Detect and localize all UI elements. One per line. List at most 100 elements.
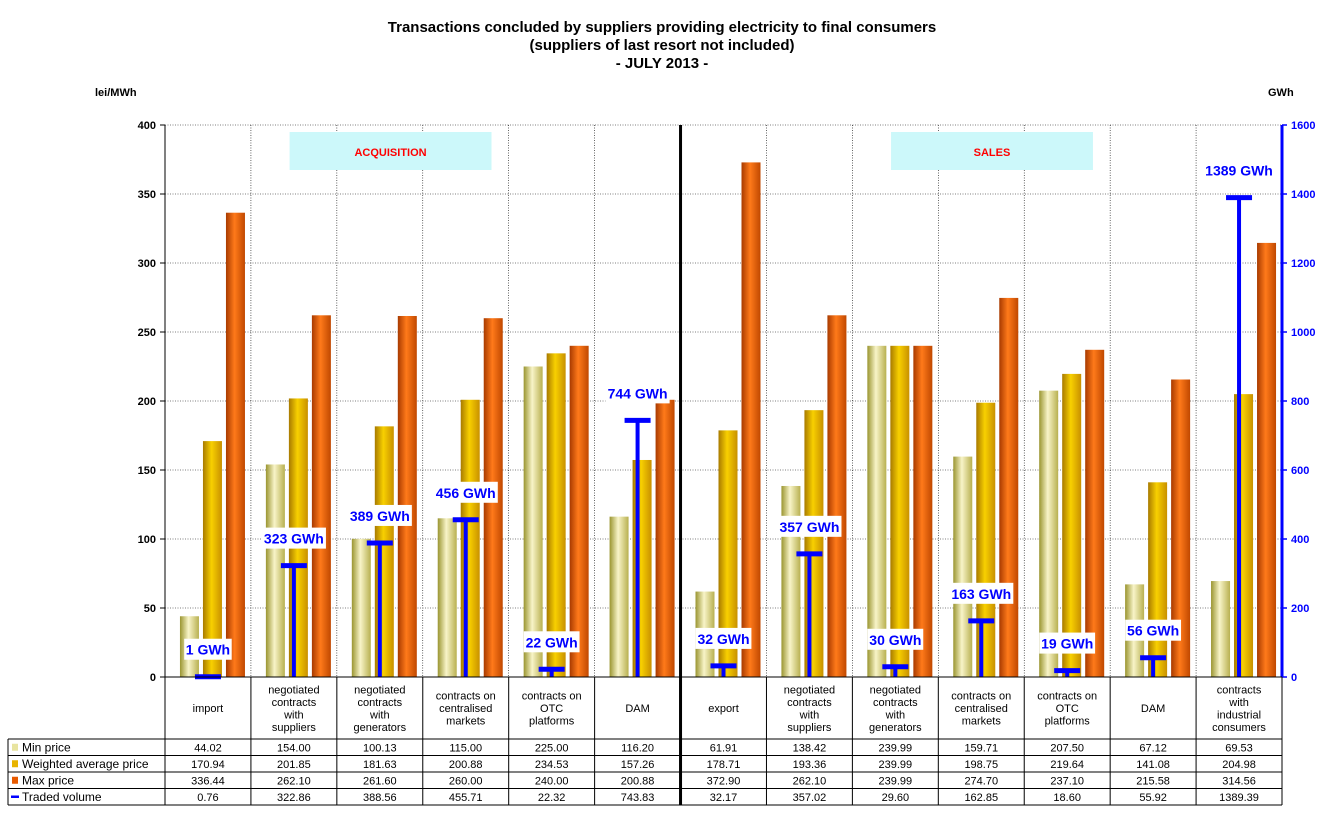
y-left-tick-label: 150 [138,465,156,477]
y-left-tick-label: 200 [138,396,156,408]
category-label: export [708,703,739,715]
category-label: DAM [1141,703,1165,715]
bar-min-price [351,538,371,677]
category-label: suppliers [272,722,317,734]
category-label: consumers [1212,722,1266,734]
legend-label: Weighted average price [22,757,149,771]
volume-label: 323 GWh [264,531,324,547]
volume-label: 389 GWh [350,508,410,524]
volume-label: 1 GWh [186,642,230,658]
category-label: negotiated [870,684,921,696]
volume-label: 163 GWh [951,586,1011,602]
volume-label: 22 GWh [526,634,578,650]
section-box [891,132,1093,170]
y-left-tick-label: 50 [144,603,156,615]
category-label: centralised [955,703,1008,715]
volume-label-bg [1039,632,1096,654]
table-cell: 159.71 [964,742,998,754]
y-left-tick-label: 100 [138,534,156,546]
bar-weighted-average-price [546,353,566,677]
table-cell: 239.99 [879,742,913,754]
chart-title-line-1: Transactions concluded by suppliers prov… [388,19,936,36]
table-cell: 455.71 [449,792,483,804]
table-cell: 181.63 [363,759,397,771]
table-cell: 357.02 [793,792,827,804]
legend-label: Traded volume [22,790,102,804]
bar-min-price [437,518,457,677]
category-label: contracts [272,697,317,709]
volume-label: 1389 GWh [1205,163,1273,179]
table-cell: 200.88 [621,775,655,787]
category-label: with [1228,697,1249,709]
bar-max-price [741,162,761,677]
table-cell: 22.32 [538,792,566,804]
category-label: industrial [1217,709,1261,721]
table-cell: 198.75 [964,759,998,771]
bar-max-price [1171,379,1191,677]
y-right-tick-label: 200 [1291,603,1309,615]
table-cell: 116.20 [621,742,654,754]
table-cell: 261.60 [363,775,397,787]
bar-max-price [1257,242,1277,677]
bar-weighted-average-price [374,426,394,677]
table-cell: 1389.39 [1219,792,1259,804]
table-cell: 219.64 [1050,759,1084,771]
table-cell: 61.91 [710,742,738,754]
volume-label-bg [695,627,752,649]
volume-label: 32 GWh [697,631,749,647]
category-label: OTC [540,703,563,715]
y-right-tick-label: 1600 [1291,120,1315,132]
table-cell: 239.99 [879,759,913,771]
table-cell: 260.00 [449,775,483,787]
volume-label: 456 GWh [436,485,496,501]
y-right-tick-label: 400 [1291,534,1309,546]
table-cell: 162.85 [964,792,998,804]
price-bars [179,162,1277,677]
y-axis-right-label: GWh [1268,87,1294,99]
category-label: with [885,709,906,721]
category-label: contracts on [522,691,582,703]
bar-max-price [311,315,331,677]
section-boxes: ACQUISITION SALES [289,132,1093,170]
volume-label-bg [433,481,498,503]
volume-label-bg [605,382,670,404]
table-cell: 154.00 [277,742,311,754]
chart-title-line-3: - JULY 2013 - [616,55,709,72]
y-right-tick-label: 600 [1291,465,1309,477]
bar-weighted-average-price [460,399,480,677]
table-cell: 141.08 [1136,759,1170,771]
volume-label-bg [523,631,580,653]
section-box [289,132,492,170]
y-right-tick-label: 1400 [1291,189,1315,201]
bar-min-price [781,485,801,677]
volume-label: 19 GWh [1041,636,1093,652]
table-cell: 178.71 [707,759,741,771]
bar-max-price [1085,349,1105,677]
bar-max-price [999,297,1019,677]
y-axis-left-label: lei/MWh [95,87,137,99]
bar-max-price [397,315,417,677]
table-cell: 215.58 [1136,775,1170,787]
y-right-tick-label: 1200 [1291,258,1315,270]
volume-label: 56 GWh [1127,623,1179,639]
legend-swatch [12,760,18,768]
bar-min-price [953,456,973,677]
bar-weighted-average-price [976,402,996,677]
volume-label-bg [867,628,924,650]
category-label: platforms [1045,716,1091,728]
table-cell: 200.88 [449,759,483,771]
category-label: markets [446,716,486,728]
category-label: OTC [1056,703,1079,715]
legend-swatch [12,776,18,784]
table-cell: 336.44 [191,775,225,787]
category-label: centralised [439,703,492,715]
legend-swatch [12,743,18,751]
bar-weighted-average-price [632,459,652,677]
bar-max-price [913,345,933,677]
bar-max-price [827,315,847,677]
table-cell: 29.60 [882,792,910,804]
table-cell: 69.53 [1225,742,1253,754]
table-cell: 234.53 [535,759,569,771]
table-cell: 201.85 [277,759,311,771]
